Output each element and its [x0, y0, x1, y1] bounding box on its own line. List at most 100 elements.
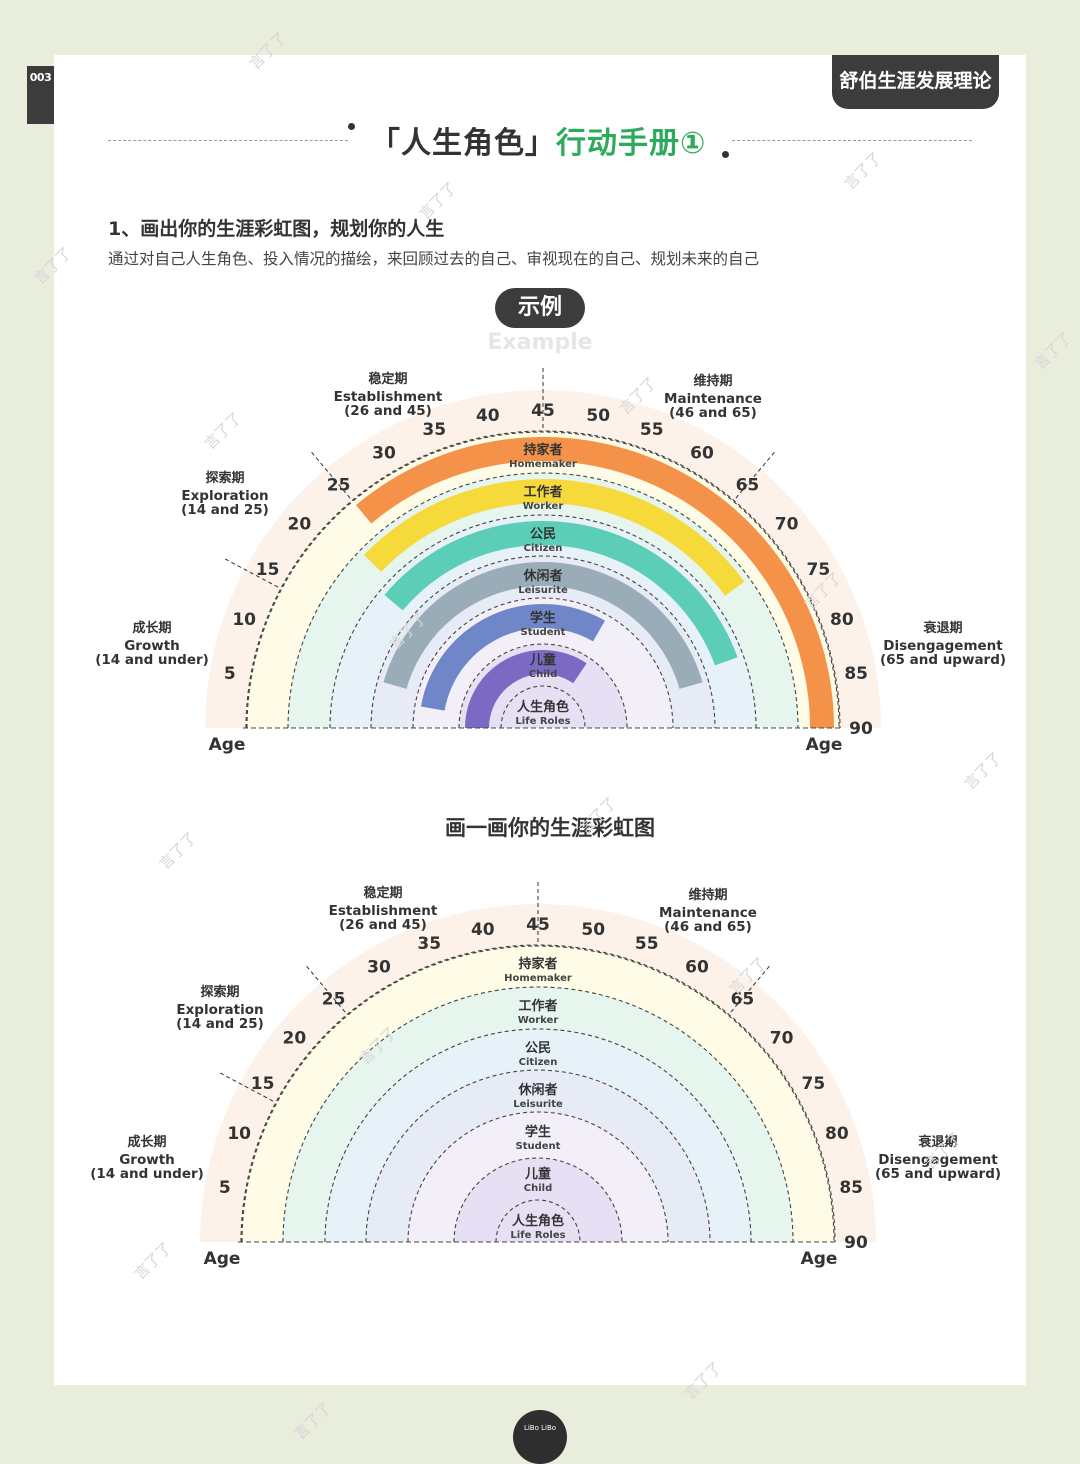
dashed-ring	[500, 685, 586, 729]
section-description: 通过对自己人生角色、投入情况的描绘，来回顾过去的自己、审视现在的自己、规划未来的…	[108, 250, 760, 268]
role-name-en: Life Roles	[510, 1230, 565, 1241]
section-title: 1、画出你的生涯彩虹图，规划你的人生	[108, 218, 445, 240]
example-english-label: Example	[487, 330, 593, 355]
stage-name-zh: 探索期	[200, 984, 239, 1000]
stage-range: (26 and 45)	[344, 403, 432, 419]
page-title: 「人生角色」行动手册①	[370, 118, 706, 162]
role-name-en: Homemaker	[509, 459, 577, 470]
dashed-ring	[240, 944, 836, 1243]
stage-name-zh: 衰退期	[922, 620, 962, 636]
age-tick-label: 30	[372, 444, 396, 464]
age-tick-label: 45	[526, 915, 550, 935]
page-title-left: 「人生角色」	[370, 126, 556, 161]
header-dot-right	[722, 151, 729, 158]
stage-name-en: Disengagement	[883, 638, 1003, 654]
age-tick-label: 55	[640, 420, 664, 440]
role-name-en: Leisurite	[518, 585, 568, 596]
age-tick-label: 30	[367, 958, 391, 978]
role-name-en: Life Roles	[515, 716, 570, 727]
dashed-ring	[365, 1069, 711, 1243]
stage-divider	[224, 558, 279, 588]
stage-range: (26 and 45)	[339, 917, 427, 933]
dashed-ring	[282, 986, 794, 1243]
dashed-ring	[453, 1157, 623, 1243]
age-tick-label: 70	[775, 515, 799, 535]
role-name-zh: 学生	[525, 1124, 551, 1140]
age-tick-label: 50	[586, 406, 610, 426]
dashed-ring	[287, 472, 799, 729]
corner-tag: 舒伯生涯发展理论	[832, 55, 999, 109]
blank-rainbow-diagram: 5 10 15 20 25 30 35 40 45 50 55 60 65 70 75 80 85 90 Age Ag…	[90, 882, 1001, 1269]
page-number-tab: 003	[27, 66, 54, 124]
role-name-zh: 人生角色	[517, 699, 569, 715]
brand-logo-text: LiBo LiBo	[523, 1424, 557, 1432]
role-name-zh: 工作者	[518, 998, 557, 1014]
stage-range: (46 and 65)	[669, 405, 757, 421]
role-name-en: Leisurite	[513, 1099, 563, 1110]
age-tick-label: 80	[830, 610, 854, 630]
stage-name-en: Establishment	[334, 389, 443, 405]
stage-divider	[311, 451, 351, 499]
stage-name-en: Growth	[124, 638, 180, 654]
stage-name-zh: 稳定期	[363, 885, 402, 901]
age-tick-label: 75	[802, 1074, 826, 1094]
age-tick-label: 60	[690, 444, 714, 464]
age-tick-label: 40	[471, 920, 495, 940]
age-tick-label: 40	[476, 406, 500, 426]
age-tick-label: 70	[770, 1029, 794, 1049]
role-name-zh: 工作者	[523, 484, 562, 500]
dashed-ring	[495, 1199, 581, 1243]
role-involvement-arc	[384, 521, 738, 666]
role-name-zh: 人生角色	[512, 1213, 564, 1229]
stage-range: (65 and upward)	[880, 652, 1006, 668]
header-divider-left	[108, 140, 348, 141]
stage-range: (14 and 25)	[181, 502, 269, 518]
age-tick-label: 5	[224, 664, 236, 684]
age-tick-label: 55	[635, 934, 659, 954]
role-name-zh: 儿童	[529, 652, 556, 668]
age-tick-label: 90	[849, 719, 873, 739]
stage-divider	[735, 451, 775, 499]
role-name-zh: 学生	[530, 610, 556, 626]
stage-range: (14 and under)	[95, 652, 209, 668]
outer-dashed-rim	[241, 945, 835, 1243]
age-tick-label: 85	[839, 1178, 863, 1198]
dashed-ring	[412, 597, 674, 729]
header-divider-right	[732, 140, 972, 141]
example-rainbow-diagram: 5 10 15 20 25 30 35 40 45 50 55 60 65 70 75 80 85 90 Age Ag…	[95, 368, 1006, 755]
age-tick-label: 20	[288, 515, 312, 535]
stage-name-zh: 成长期	[132, 620, 171, 636]
age-axis-label: Age	[806, 735, 843, 755]
stage-divider	[219, 1072, 274, 1102]
dashed-ring	[370, 555, 716, 729]
age-tick-label: 75	[807, 560, 831, 580]
role-name-zh: 公民	[530, 527, 556, 542]
role-involvement-arc	[363, 478, 745, 596]
age-tick-label: 10	[232, 610, 256, 630]
stage-name-en: Exploration	[176, 1002, 263, 1018]
header-dot-left	[348, 123, 355, 130]
stage-name-zh: 维持期	[688, 887, 727, 903]
stage-range: (14 and 25)	[176, 1016, 264, 1032]
draw-your-rainbow-title: 画一画你的生涯彩虹图	[445, 816, 655, 840]
role-involvement-arc	[465, 650, 587, 728]
stage-name-en: Maintenance	[664, 391, 762, 407]
stage-divider	[306, 965, 346, 1013]
age-axis-label: Age	[204, 1249, 241, 1269]
stage-name-zh: 稳定期	[368, 371, 407, 387]
age-tick-label: 25	[327, 475, 351, 495]
role-involvement-arc	[355, 437, 834, 728]
role-name-en: Student	[521, 627, 566, 638]
watermark: 言了了	[290, 1398, 336, 1444]
age-tick-label: 15	[251, 1074, 275, 1094]
age-tick-label: 50	[581, 920, 605, 940]
stage-divider	[730, 965, 770, 1013]
dashed-ring	[407, 1111, 669, 1243]
example-badge: 示例	[495, 288, 585, 328]
role-name-en: Citizen	[524, 543, 563, 554]
role-name-en: Child	[524, 1183, 552, 1194]
role-involvement-arc	[420, 604, 605, 711]
age-tick-label: 90	[844, 1233, 868, 1253]
role-name-zh: 休闲者	[522, 568, 562, 584]
age-tick-label: 15	[256, 560, 280, 580]
